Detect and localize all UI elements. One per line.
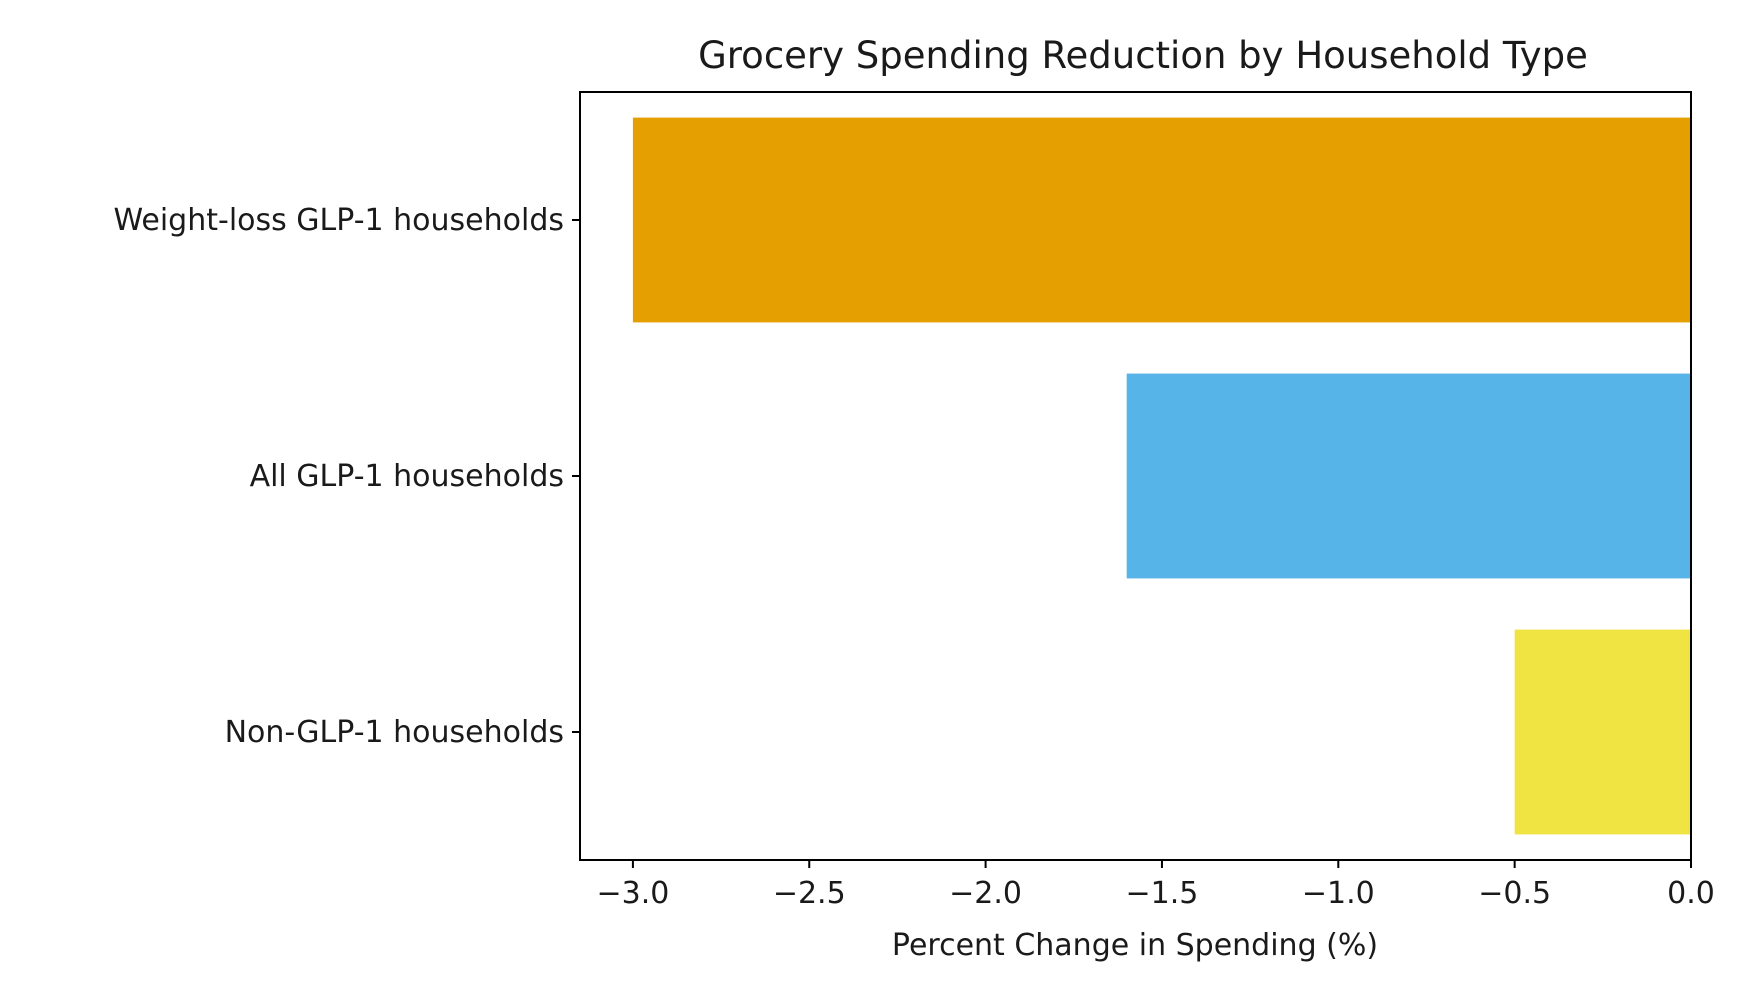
bar-1 (1126, 373, 1691, 579)
x-tick-label: −3.0 (596, 876, 669, 911)
x-tick-label: −0.5 (1478, 876, 1551, 911)
bar-0 (632, 117, 1691, 323)
x-tick-label: −2.0 (949, 876, 1022, 911)
x-tick-label: 0.0 (1667, 876, 1715, 911)
y-axis: Weight-loss GLP-1 households All GLP-1 ho… (113, 203, 580, 750)
x-axis: −3.0 −2.5 −2.0 −1.5 −1.0 −0.5 0.0 (596, 860, 1715, 911)
x-tick-label: −1.5 (1126, 876, 1199, 911)
y-tick-label: Non-GLP-1 households (225, 715, 564, 750)
y-tick-label: Weight-loss GLP-1 households (113, 203, 564, 238)
x-tick-label: −2.5 (773, 876, 846, 911)
y-tick-label: All GLP-1 households (250, 459, 564, 494)
x-axis-label: Percent Change in Spending (%) (892, 928, 1378, 963)
chart-title: Grocery Spending Reduction by Household … (698, 34, 1588, 77)
x-tick-label: −1.0 (1302, 876, 1375, 911)
bars-group (632, 117, 1691, 835)
bar-2 (1514, 629, 1691, 835)
